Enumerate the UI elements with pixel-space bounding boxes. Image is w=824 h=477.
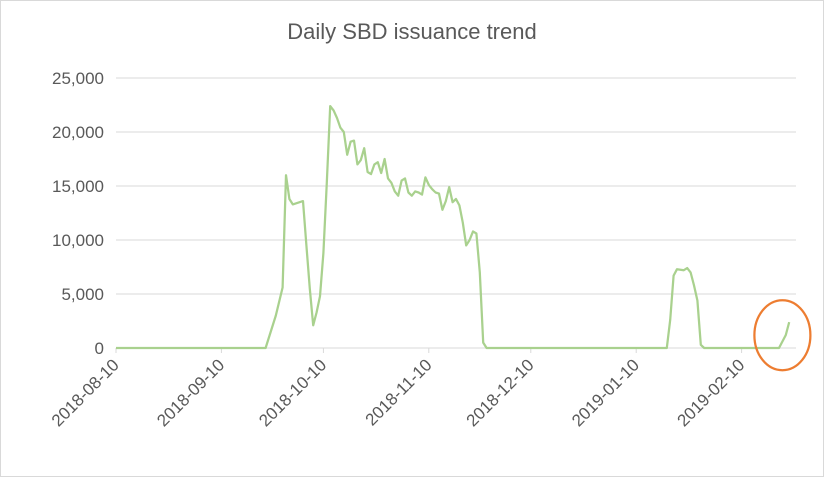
y-tick-label: 20,000: [52, 123, 104, 142]
y-tick-label: 0: [95, 339, 104, 358]
y-tick-label: 15,000: [52, 177, 104, 196]
x-tick-label: 2018-11-10: [362, 355, 436, 429]
annotations: [753, 299, 812, 372]
highlight-ellipse: [753, 299, 812, 372]
chart-title: Daily SBD issuance trend: [287, 19, 537, 44]
series-line-0: [116, 104, 791, 350]
y-tick-label: 5,000: [61, 285, 104, 304]
x-tick-label: 2018-10-10: [255, 355, 330, 430]
x-tick-label: 2019-02-10: [673, 355, 748, 430]
series-group: [116, 104, 791, 350]
y-axis-tick-labels: 0 5,000 10,000 15,000 20,000 25,000: [52, 69, 104, 358]
gridlines: [116, 77, 796, 295]
x-axis-tick-labels: 2018-08-10 2018-09-10 2018-10-10 2018-11-10…: [48, 355, 749, 430]
y-tick-label: 10,000: [52, 231, 104, 250]
x-tick-label: 2018-12-10: [463, 355, 538, 430]
y-tick-label: 25,000: [52, 69, 104, 88]
x-tick-label: 2018-09-10: [153, 355, 228, 430]
x-tick-label: 2018-08-10: [48, 355, 123, 430]
x-tick-label: 2019-01-10: [568, 355, 643, 430]
